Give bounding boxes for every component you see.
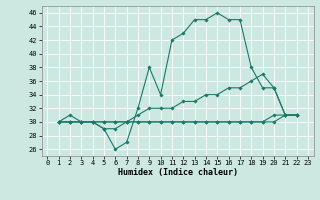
- X-axis label: Humidex (Indice chaleur): Humidex (Indice chaleur): [118, 168, 237, 177]
